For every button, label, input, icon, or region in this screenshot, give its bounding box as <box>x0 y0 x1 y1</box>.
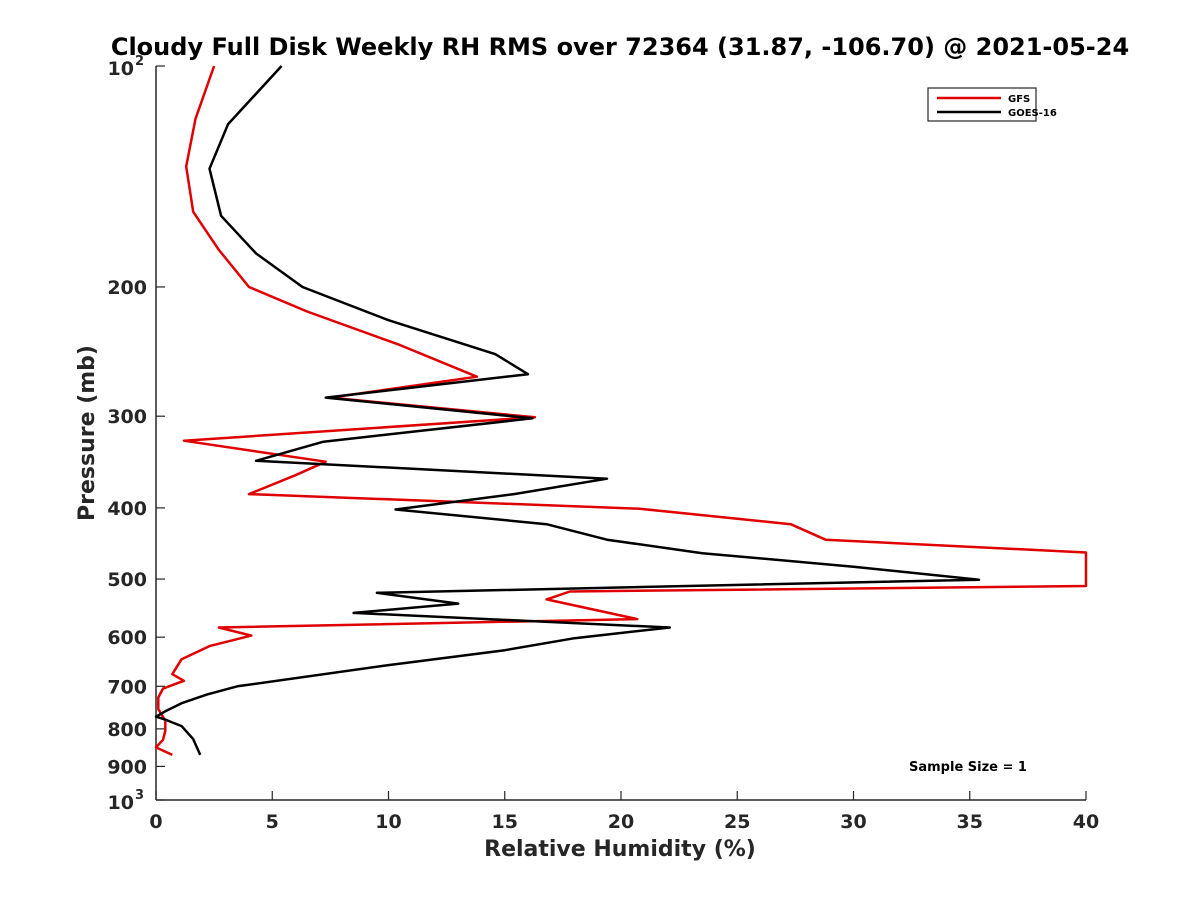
x-tick-label: 10 <box>375 811 401 833</box>
legend-box <box>927 87 1037 122</box>
sample-size-annotation: Sample Size = 1 <box>909 760 1027 775</box>
x-tick-label: 35 <box>957 811 983 833</box>
y-tick-label: 600 <box>107 627 147 649</box>
x-tick-label: 15 <box>492 811 518 833</box>
x-tick-label: 40 <box>1073 811 1099 833</box>
y-tick-label: 900 <box>107 756 147 778</box>
legend-label: GOES-16 <box>1008 108 1057 119</box>
y-tick-label-exponent: 2 <box>135 54 144 69</box>
y-tick-label: 500 <box>107 569 147 591</box>
y-tick-label: 800 <box>107 719 147 741</box>
series-layer <box>154 65 1088 757</box>
series-line-gfs <box>154 65 1088 757</box>
y-tick-label-exponent: 3 <box>135 788 144 803</box>
y-tick-label: 400 <box>107 498 147 520</box>
x-tick-label: 25 <box>724 811 750 833</box>
y-tick-label: 10 <box>108 792 134 814</box>
y-tick-label: 10 <box>108 58 134 80</box>
y-tick-label: 200 <box>107 277 147 299</box>
series-line-goes-16 <box>154 65 981 756</box>
legend: GFS GOES-16 <box>927 87 1057 122</box>
y-tick-label: 300 <box>107 406 147 428</box>
chart-title: Cloudy Full Disk Weekly RH RMS over 7236… <box>111 33 1129 61</box>
x-tick-label: 0 <box>149 811 162 833</box>
legend-label: GFS <box>1008 94 1030 105</box>
x-tick-label: 5 <box>266 811 279 833</box>
x-tick-label: 30 <box>840 811 866 833</box>
y-axis-label: Pressure (mb) <box>75 345 100 521</box>
x-axis-label: Relative Humidity (%) <box>484 837 756 862</box>
y-tick-label: 700 <box>107 676 147 698</box>
x-tick-label: 20 <box>608 811 634 833</box>
